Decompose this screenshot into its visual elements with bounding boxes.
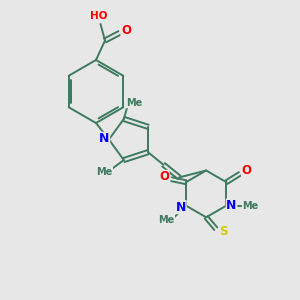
Text: N: N (176, 201, 186, 214)
Text: S: S (219, 225, 227, 238)
Text: Me: Me (158, 215, 175, 225)
Text: Me: Me (126, 98, 142, 108)
Text: O: O (159, 170, 169, 183)
Text: N: N (226, 199, 237, 212)
Text: N: N (99, 132, 110, 146)
Text: HO: HO (90, 11, 108, 21)
Text: Me: Me (242, 201, 259, 211)
Text: Me: Me (96, 167, 112, 177)
Text: O: O (242, 164, 251, 177)
Text: O: O (121, 24, 131, 37)
